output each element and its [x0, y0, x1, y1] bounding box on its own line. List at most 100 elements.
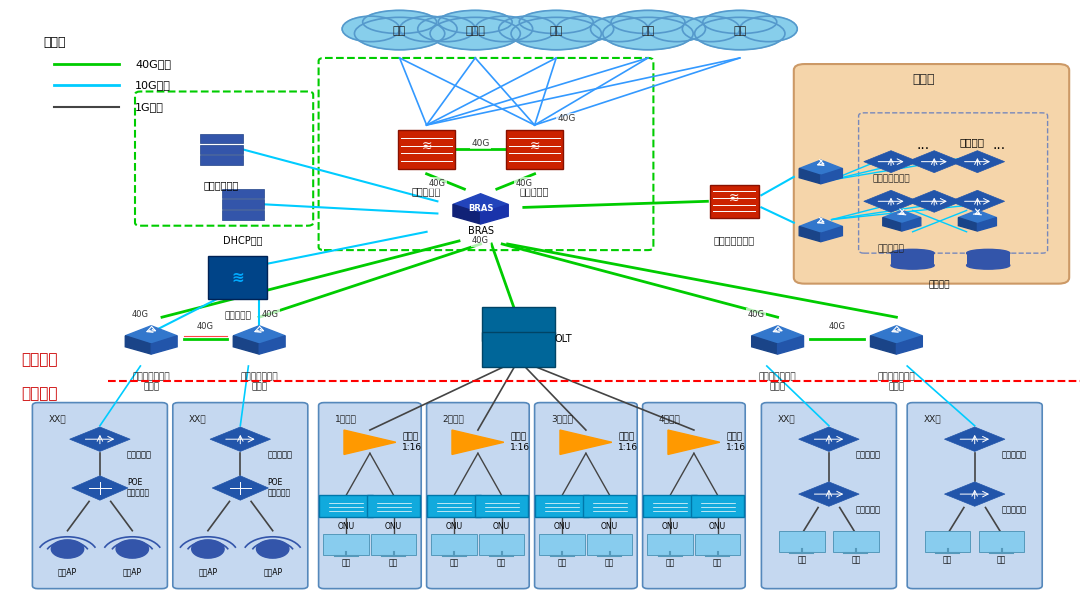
Text: 终端: 终端 — [997, 555, 1007, 564]
Text: 汇聚交换机: 汇聚交换机 — [268, 450, 293, 459]
Text: ONU: ONU — [602, 522, 618, 531]
FancyBboxPatch shape — [221, 210, 265, 220]
Polygon shape — [950, 151, 1004, 173]
Polygon shape — [212, 476, 268, 500]
Polygon shape — [799, 226, 821, 242]
Text: ONU: ONU — [554, 522, 570, 531]
Text: 接入交换机: 接入交换机 — [855, 505, 881, 514]
Text: 无线AP: 无线AP — [199, 567, 217, 576]
FancyBboxPatch shape — [583, 495, 636, 517]
FancyBboxPatch shape — [834, 531, 879, 552]
Text: 核心机房: 核心机房 — [22, 353, 58, 367]
Text: 40G: 40G — [471, 139, 490, 148]
Ellipse shape — [740, 16, 797, 41]
FancyBboxPatch shape — [427, 403, 529, 589]
Polygon shape — [896, 336, 922, 354]
Text: ONU: ONU — [446, 522, 462, 531]
Polygon shape — [210, 427, 271, 451]
Text: BRAS: BRAS — [468, 204, 494, 213]
Text: 业务区: 业务区 — [913, 73, 934, 86]
Polygon shape — [958, 218, 977, 231]
Polygon shape — [259, 336, 285, 354]
Text: 联通: 联通 — [642, 26, 654, 36]
Ellipse shape — [400, 16, 457, 41]
Text: 40G: 40G — [828, 322, 846, 331]
Ellipse shape — [438, 10, 512, 34]
Polygon shape — [882, 210, 921, 224]
Circle shape — [257, 540, 289, 558]
FancyBboxPatch shape — [475, 495, 528, 517]
Text: POE
接入交换机: POE 接入交换机 — [127, 478, 150, 498]
Text: 无线AP: 无线AP — [58, 567, 77, 576]
Ellipse shape — [519, 10, 593, 34]
Text: 40G: 40G — [197, 322, 214, 331]
Text: 40G: 40G — [557, 115, 577, 123]
Ellipse shape — [694, 17, 785, 50]
FancyBboxPatch shape — [320, 495, 373, 517]
Polygon shape — [343, 430, 395, 454]
Text: 无线核心交换机
老校区: 无线核心交换机 老校区 — [241, 372, 278, 392]
FancyBboxPatch shape — [779, 531, 825, 552]
Text: 40G: 40G — [261, 310, 279, 318]
Text: 终端: 终端 — [497, 558, 507, 567]
FancyBboxPatch shape — [482, 307, 555, 341]
Text: 40G: 40G — [132, 310, 149, 318]
Polygon shape — [870, 326, 922, 344]
Polygon shape — [125, 336, 151, 354]
Ellipse shape — [342, 16, 400, 41]
Text: 楼宇接入: 楼宇接入 — [22, 386, 58, 401]
Circle shape — [117, 540, 149, 558]
Text: 出口防火墙: 出口防火墙 — [411, 186, 442, 196]
Text: XX楼: XX楼 — [923, 415, 941, 424]
Text: 1号公寓: 1号公寓 — [335, 415, 356, 424]
Text: 终端: 终端 — [389, 558, 399, 567]
FancyBboxPatch shape — [644, 495, 697, 517]
Text: 终端: 终端 — [449, 558, 459, 567]
Polygon shape — [950, 190, 1004, 212]
Circle shape — [52, 540, 84, 558]
FancyBboxPatch shape — [691, 495, 744, 517]
Text: 40G: 40G — [472, 237, 489, 245]
Polygon shape — [451, 430, 504, 454]
Text: ≋: ≋ — [529, 140, 540, 153]
Text: 分光器
1:16: 分光器 1:16 — [511, 432, 530, 452]
Polygon shape — [958, 210, 997, 224]
Text: 电信: 电信 — [550, 26, 563, 36]
FancyBboxPatch shape — [323, 534, 368, 555]
Polygon shape — [799, 218, 842, 233]
Text: BRAS: BRAS — [468, 226, 494, 236]
Text: 3号公寓: 3号公寓 — [551, 415, 572, 424]
Text: 分光器
1:16: 分光器 1:16 — [618, 432, 638, 452]
Circle shape — [192, 540, 225, 558]
Polygon shape — [778, 336, 804, 354]
Ellipse shape — [703, 10, 777, 34]
Polygon shape — [752, 336, 778, 354]
FancyBboxPatch shape — [794, 64, 1069, 284]
Text: 分光器
1:16: 分光器 1:16 — [402, 432, 422, 452]
Text: 10G线路: 10G线路 — [135, 81, 171, 90]
Polygon shape — [71, 476, 127, 500]
FancyBboxPatch shape — [367, 495, 420, 517]
Text: XX楼: XX楼 — [189, 415, 206, 424]
Text: 数据中心防火墙: 数据中心防火墙 — [714, 235, 755, 245]
Text: 存储系统: 存储系统 — [929, 281, 950, 290]
FancyBboxPatch shape — [480, 534, 525, 555]
FancyBboxPatch shape — [221, 199, 265, 209]
Polygon shape — [799, 482, 860, 506]
Text: 认证计费系统: 认证计费系统 — [204, 180, 239, 190]
Ellipse shape — [967, 249, 1010, 257]
FancyBboxPatch shape — [536, 495, 589, 517]
Text: 终端: 终端 — [713, 558, 723, 567]
Polygon shape — [821, 168, 842, 184]
Text: 无线控制器: 无线控制器 — [225, 311, 251, 320]
FancyBboxPatch shape — [588, 534, 633, 555]
FancyBboxPatch shape — [173, 403, 308, 589]
Polygon shape — [944, 427, 1004, 451]
FancyBboxPatch shape — [907, 403, 1042, 589]
FancyBboxPatch shape — [535, 403, 637, 589]
Ellipse shape — [475, 16, 532, 41]
Text: 接入交换机: 接入交换机 — [1002, 505, 1027, 514]
Text: 广电: 广电 — [733, 26, 746, 36]
FancyBboxPatch shape — [647, 534, 693, 555]
Ellipse shape — [591, 16, 648, 41]
